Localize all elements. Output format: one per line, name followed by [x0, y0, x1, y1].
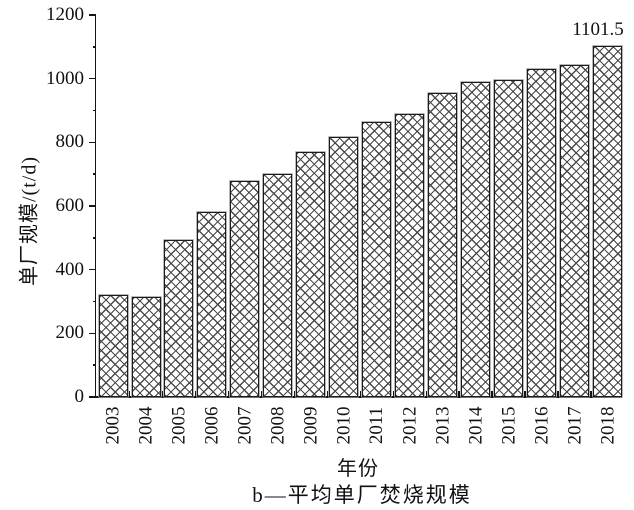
x-tick [458, 391, 460, 396]
x-tick-label-text: 2007 [234, 406, 256, 444]
x-tick [392, 391, 394, 396]
x-tick [491, 391, 493, 396]
x-tick [425, 391, 427, 396]
y-major-tick [89, 77, 96, 80]
x-tick [557, 391, 559, 396]
figure-caption: b—平均单厂焚烧规模 [252, 483, 472, 507]
x-tick-label-text: 2006 [201, 406, 223, 444]
x-tick-label-text: 2014 [465, 406, 487, 444]
x-tick [590, 391, 592, 396]
x-tick-label-text: 2011 [366, 406, 388, 444]
x-tick [524, 391, 526, 396]
bar-2017 [560, 65, 590, 397]
y-minor-tick [92, 46, 96, 48]
y-tick-label-600: 600 [55, 195, 85, 216]
x-tick [359, 391, 361, 396]
bar-2012 [395, 113, 425, 397]
max-value-annotation: 1101.5 [572, 19, 624, 40]
x-tick [194, 391, 197, 396]
x-tick-label-text: 2013 [432, 406, 454, 444]
x-tick [260, 391, 263, 396]
bar-2009 [296, 151, 326, 397]
y-major-tick [89, 205, 96, 207]
bar-2003 [98, 295, 128, 397]
y-minor-tick [92, 109, 96, 112]
bar-2015 [494, 79, 524, 397]
x-tick [326, 391, 329, 396]
y-minor-tick [92, 300, 96, 303]
x-tick-label-text: 2015 [498, 406, 520, 444]
x-tick [227, 391, 230, 396]
y-tick-label-1000: 1000 [46, 67, 84, 89]
y-axis-title: 单厂规模/(t/d) [18, 156, 41, 286]
x-tick [128, 391, 131, 396]
y-tick-label-1200: 1200 [46, 4, 84, 25]
x-tick-label-text: 2010 [333, 406, 355, 444]
x-tick-label-2018: 2018 [583, 399, 633, 451]
bar-2013 [428, 93, 458, 397]
x-tick-label-text: 2004 [135, 406, 157, 444]
y-tick-label-800: 800 [55, 131, 85, 153]
bar-2006 [197, 212, 227, 397]
y-minor-tick [92, 173, 96, 175]
bar-2018 [593, 46, 622, 397]
y-minor-tick [92, 237, 96, 239]
y-major-tick [89, 141, 96, 143]
y-major-tick [89, 396, 96, 398]
y-tick-label-200: 200 [55, 322, 85, 344]
x-axis-title: 年份 [337, 458, 379, 480]
bar-2005 [164, 240, 194, 397]
x-tick [620, 391, 622, 396]
y-tick-label-0: 0 [74, 386, 85, 407]
x-tick-label-text: 2016 [531, 406, 553, 444]
y-tick-label-400: 400 [55, 258, 85, 280]
x-axis-spine [94, 396, 623, 398]
bar-2008 [263, 173, 293, 397]
x-tick-label-text: 2009 [300, 406, 322, 444]
y-major-tick [89, 14, 96, 16]
bar-2016 [527, 69, 557, 397]
x-tick-label-text: 2003 [102, 406, 124, 444]
x-tick-label-text: 2012 [399, 406, 421, 444]
bar-2007 [230, 180, 260, 397]
x-tick [161, 391, 164, 396]
x-tick [293, 391, 296, 396]
bar-2011 [362, 121, 392, 397]
bar-2010 [329, 136, 359, 397]
y-major-tick [89, 332, 96, 334]
y-minor-tick [92, 364, 96, 366]
y-major-tick [89, 268, 96, 271]
x-tick-label-text: 2008 [267, 406, 289, 444]
bar-2004 [131, 297, 161, 397]
x-tick-label-text: 2018 [597, 406, 618, 444]
x-tick-label-text: 2005 [168, 406, 190, 444]
bar-2014 [461, 81, 491, 397]
x-tick-label-text: 2017 [564, 406, 586, 444]
